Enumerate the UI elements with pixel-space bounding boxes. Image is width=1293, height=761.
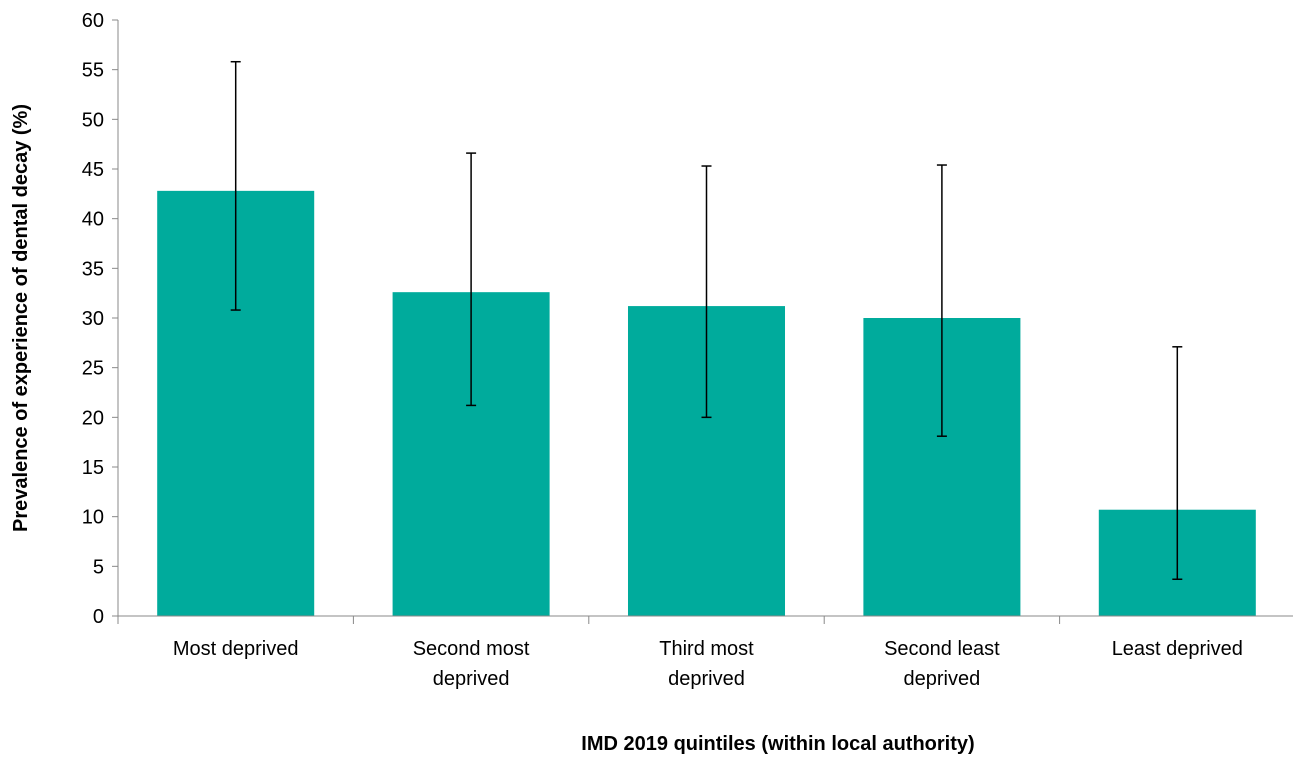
y-tick-label: 55 (82, 60, 104, 82)
x-tick-label: Least deprived (1112, 638, 1243, 660)
error-bar (701, 165, 712, 419)
tick-labels: 0 5 10 15 20 25 30 35 40 45 50 55 60 (82, 10, 104, 628)
x-axis-title: IMD 2019 quintiles (within local authori… (581, 733, 974, 755)
y-tick-label: 20 (82, 407, 104, 429)
x-tick-label: Second least deprived (884, 638, 1000, 690)
y-tick-label: 60 (82, 10, 104, 32)
y-tick-label: 30 (82, 308, 104, 330)
y-tick-label: 10 (82, 507, 104, 529)
y-tick-label: 15 (82, 457, 104, 479)
y-tick-label: 0 (93, 606, 104, 628)
error-bars (230, 60, 1183, 580)
error-bar (230, 60, 241, 311)
y-tick-label: 25 (82, 358, 104, 380)
y-tick-label: 5 (93, 556, 104, 578)
axes (112, 19, 1293, 624)
y-tick-label: 45 (82, 159, 104, 181)
y-tick-label: 40 (82, 209, 104, 231)
x-tick-label: Most deprived (173, 638, 299, 660)
y-axis-title: Prevalence of experience of dental decay… (10, 104, 32, 532)
y-tick-label: 35 (82, 258, 104, 280)
error-bar (1172, 346, 1183, 580)
category-labels: Most deprived Second most deprived Third mo… (173, 638, 1243, 690)
error-bar (466, 152, 477, 407)
x-tick-label: Second most deprived (413, 638, 530, 690)
x-tick-label: Third most deprived (659, 638, 754, 690)
error-bar (936, 164, 947, 437)
y-tick-label: 50 (82, 109, 104, 131)
